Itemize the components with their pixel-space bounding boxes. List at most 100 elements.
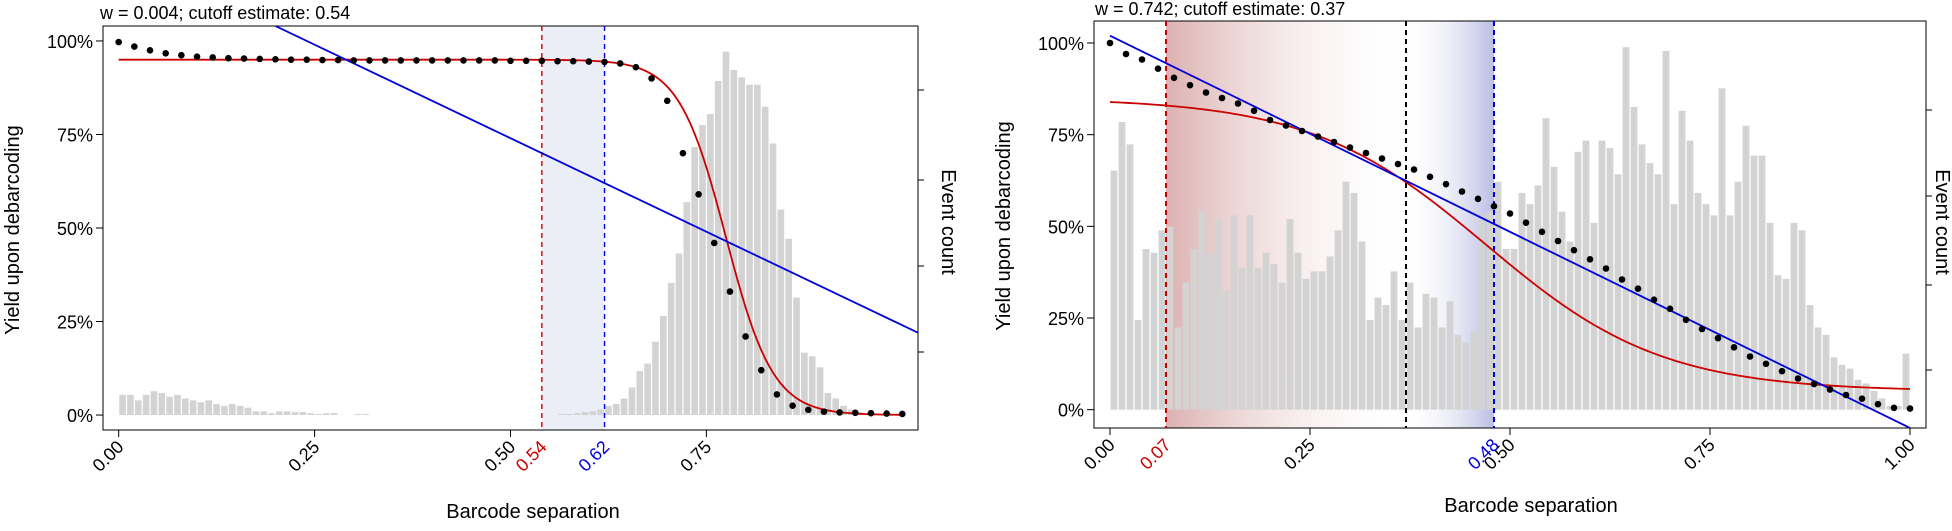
right-x-tick-label: 1.00: [1880, 435, 1919, 474]
left-histogram-bar: [362, 414, 369, 415]
right-y-axis-label: Yield upon debarcoding: [993, 121, 1015, 330]
right-histogram-bar: [1695, 193, 1702, 410]
left-yield-point: [523, 57, 530, 64]
right-histogram-bar: [1407, 283, 1414, 410]
right-yield-point: [1123, 51, 1130, 58]
left-y-tick-label: 75%: [57, 125, 93, 145]
right-histogram-bar: [1199, 212, 1206, 410]
right-histogram-bar: [1591, 223, 1598, 410]
left-histogram-bar: [754, 85, 761, 415]
right-yield-point: [1843, 392, 1850, 399]
left-histogram-bar: [331, 413, 338, 415]
left-yield-point: [695, 191, 702, 198]
right-histogram-bar: [1215, 219, 1222, 410]
left-cutoff-label: 0.54: [512, 437, 551, 476]
left-histogram-bar: [354, 414, 361, 415]
left-highlight-band: [542, 26, 605, 430]
left-histogram-bar: [190, 400, 197, 415]
left-histogram-bar: [589, 411, 596, 415]
left-histogram-bar: [135, 400, 142, 415]
right-yield-point: [1443, 181, 1450, 188]
left-histogram-bar: [260, 411, 267, 415]
right-histogram-bar: [1319, 271, 1326, 409]
left-yield-point: [821, 408, 828, 415]
right-yield-point: [1171, 75, 1178, 82]
left-x-axis-label: Barcode separation: [446, 501, 619, 523]
left-histogram-bar: [574, 413, 581, 415]
left-histogram-bar: [597, 410, 604, 416]
right-yield-point: [1635, 285, 1642, 292]
left-histogram-bar: [558, 414, 565, 415]
right-yield-point: [1379, 155, 1386, 162]
left-yield-point: [429, 57, 436, 64]
right-histogram-bar: [1335, 230, 1342, 409]
left-histogram-bar: [707, 114, 714, 415]
right-y-tick-label: 25%: [1048, 309, 1084, 329]
right-yield-point: [1283, 122, 1290, 129]
left-yield-point: [711, 240, 718, 247]
right-yield-point: [1395, 161, 1402, 168]
right-yield-point: [1347, 144, 1354, 151]
right-histogram-bar: [1663, 51, 1670, 410]
left-yield-point: [303, 56, 310, 63]
left-histogram-bar: [636, 371, 643, 415]
right-histogram-bar: [1535, 185, 1542, 409]
right-histogram-bar: [1815, 327, 1822, 409]
right-histogram-bar: [1311, 271, 1318, 409]
right-histogram-bar: [1719, 88, 1726, 409]
right-histogram-bar: [1151, 253, 1158, 410]
left-y-axis-label: Yield upon debarcoding: [2, 125, 24, 334]
right-yield-point: [1683, 317, 1690, 324]
left-yield-point: [899, 411, 906, 418]
left-yield-point: [492, 57, 499, 64]
left-yield-point: [209, 54, 216, 61]
right-yield-point: [1315, 133, 1322, 140]
left-yield-point: [366, 57, 373, 64]
left-histogram-bar: [307, 413, 314, 415]
right-y-tick-label: 0%: [1058, 401, 1084, 421]
right-y-tick-label: 50%: [1048, 217, 1084, 237]
right-histogram-bar: [1471, 331, 1478, 409]
left-histogram-bar: [621, 399, 628, 416]
left-histogram-bar: [143, 395, 150, 415]
right-histogram-bar: [1615, 174, 1622, 409]
left-histogram-bar: [715, 81, 722, 415]
left-histogram-bar: [801, 353, 808, 415]
right-histogram-bar: [1855, 380, 1862, 410]
right-histogram-bar: [1343, 182, 1350, 410]
right-y-tick-label: 75%: [1048, 126, 1084, 146]
right-yield-point: [1571, 247, 1578, 254]
right-histogram-bar: [1711, 215, 1718, 409]
left-yield-point: [554, 58, 561, 65]
left-histogram-bar: [292, 412, 299, 415]
right-histogram-bar: [1807, 305, 1814, 410]
right-histogram-bar: [1167, 227, 1174, 410]
right-y-tick-label: 100%: [1038, 34, 1084, 54]
right-yield-point: [1811, 381, 1818, 388]
right-histogram-bar: [1583, 141, 1590, 410]
right-histogram-bar: [1359, 242, 1366, 410]
left-histogram-bar: [566, 414, 573, 415]
right-x-tick-label: 0.75: [1680, 435, 1719, 474]
right-histogram-bar: [1479, 215, 1486, 409]
right-histogram-bar: [1775, 275, 1782, 410]
left-yield-point: [225, 55, 232, 62]
right-yield-point: [1235, 100, 1242, 107]
left-chart-title: w = 0.004; cutoff estimate: 0.54: [99, 3, 350, 23]
left-y-tick-label: 0%: [67, 406, 93, 426]
left-yield-point: [852, 409, 859, 416]
right-histogram-bar: [1183, 283, 1190, 410]
right-yield-point: [1523, 219, 1530, 226]
right-yield-point: [1875, 401, 1882, 408]
right-yield-point: [1795, 375, 1802, 382]
right-yield-point: [1699, 326, 1706, 333]
left-histogram-bar: [613, 404, 620, 415]
left-yield-point: [178, 52, 185, 59]
left-histogram-bar: [245, 408, 252, 415]
right-histogram-bar: [1279, 283, 1286, 410]
left-histogram-bar: [723, 52, 730, 415]
left-yield-point: [586, 58, 593, 65]
right-histogram-bar: [1655, 174, 1662, 409]
left-yield-point: [570, 58, 577, 65]
